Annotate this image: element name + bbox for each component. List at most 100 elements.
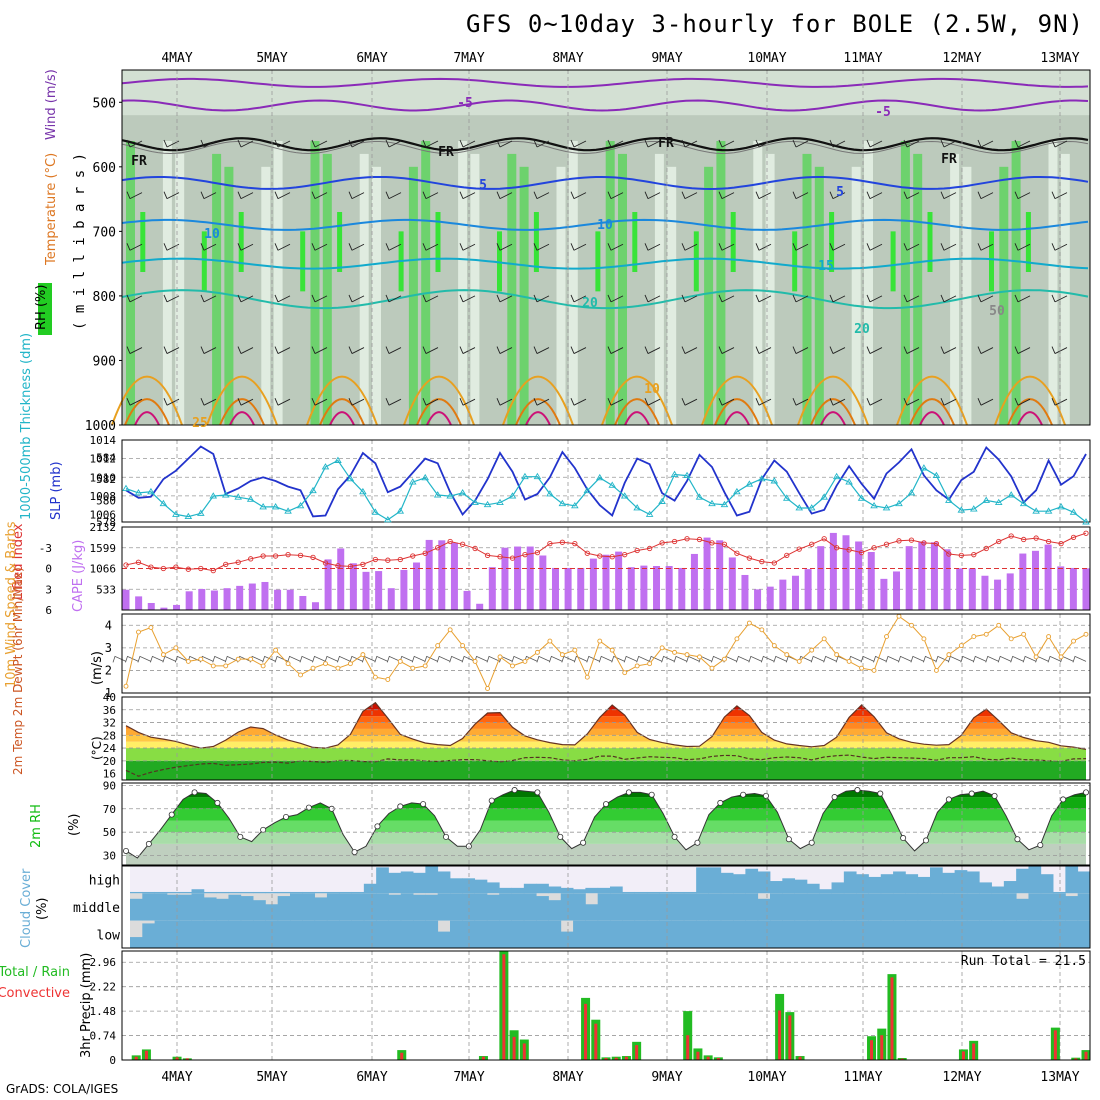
lifted-index-marker [285,552,291,558]
rh2m-marker [237,833,244,840]
precip-convective-bar [972,1043,976,1060]
thickness-marker [957,506,966,513]
temp-tick-label: 36 [103,704,116,717]
cape-bar [122,589,130,610]
sfc-wind-barb [573,655,588,663]
cloud-bar-middle [400,893,414,921]
rh-column [974,141,984,425]
thickness-marker [1082,518,1090,525]
rh-column [384,141,394,425]
lifted-index-marker [534,549,541,556]
cloud-bar-middle [757,898,771,921]
wind-speed-marker [734,636,740,642]
wind-speed-marker [846,658,852,664]
cloud-bar-middle [499,893,512,921]
cape-bar [981,575,989,610]
cloud-bar-middle [179,894,192,921]
precip-convective-bar [686,1035,690,1060]
thickness-marker [122,484,130,492]
cloud-bar-low [856,920,869,948]
cape-tick-label: 1066 [90,563,117,576]
precip-tick-label: 0 [109,1054,116,1067]
wind-barb [496,398,513,406]
wind-speed-marker [672,649,678,655]
lifted-index-marker [310,554,316,561]
rh2m-marker [648,791,655,798]
wind-speed-marker [971,634,977,640]
precip-convective-bar [716,1058,720,1060]
wind-barb [1014,346,1031,354]
cloud-bar-high [757,871,771,894]
cloud-bar-middle [745,893,759,921]
cloud-bar-middle [622,893,636,921]
thickness-marker [595,473,604,481]
rh-column [261,166,271,425]
sfc-wind-barb [661,655,675,663]
precip-convective-bar [584,1003,588,1060]
cloud-bar-low [548,920,562,948]
cape-bar [855,541,863,610]
sfc-wind-barb [374,655,388,663]
lifted-index-marker [1045,538,1052,545]
rh2m-marker [260,826,267,833]
cloud-bar-high [868,876,882,894]
precip-convective-bar [1053,1030,1057,1060]
cape-bar [766,586,774,610]
date-label-bottom: 5MAY [256,1070,287,1085]
thickness-ylabel: 1000-500mb Thickness (dm) [19,333,34,520]
wind-speed-marker [996,622,1002,628]
lifted-index-marker [597,553,603,559]
wind-speed-marker [946,652,952,658]
rh2m-marker [282,813,289,820]
cape-bar [375,571,383,610]
wind-barb [311,294,328,303]
lifted-index-marker [622,552,628,558]
sfc-wind-barb [324,655,339,663]
wind-barb [126,191,143,200]
wind-barb [607,243,624,251]
wind-barb [755,346,772,354]
sfc-wind-barb [1010,655,1024,663]
rh2m-marker [717,799,724,806]
sfc-wind-barb [873,655,887,663]
lifted-index-marker [958,552,964,559]
sfc-wind-barb [212,655,226,663]
cloud-bar-low [646,920,660,948]
rh2m-marker [831,794,838,801]
cloud-bar-middle [930,893,943,921]
cloud-bar-high [388,872,402,894]
wind-barb [829,191,846,200]
thickness-marker [197,509,205,516]
rh2m-marker [740,791,747,798]
cape-bar [438,540,446,610]
cloud-bar-low [671,920,685,948]
cloud-bar-middle [326,893,340,921]
wind-speed-marker [522,658,528,664]
date-label-top: 6MAY [356,51,387,66]
cloud-bar-high [376,867,389,894]
temp-contour-30 [515,398,561,426]
cape-ylabel: CAPE (J/kg) [71,540,86,612]
cloud-bar-low [253,920,266,948]
cloud-bar-middle [216,898,229,921]
rh-column [654,153,664,425]
cloud-bar-low [905,920,919,948]
cloud-bar-middle [905,893,919,921]
precip-frame [121,950,1091,1061]
sfc-wind-barb [511,655,526,663]
rh-column [876,153,886,425]
precip-convective-bar [144,1050,148,1060]
cloud-bar-middle [253,900,266,921]
lifted-index-marker [1021,536,1027,543]
precip-convective-bar [880,1035,884,1060]
date-label-top: 5MAY [256,51,287,66]
wind-barb [1051,398,1068,406]
cloud-bar-middle [339,893,352,921]
cape-bar [450,542,458,610]
pressure-tick-label: 800 [93,290,116,305]
thickness-marker [795,504,804,511]
contour-label: FR [131,154,147,169]
wind-speed-marker [871,667,877,673]
cloud-bar-middle [437,893,451,921]
cape-bar [349,563,357,610]
